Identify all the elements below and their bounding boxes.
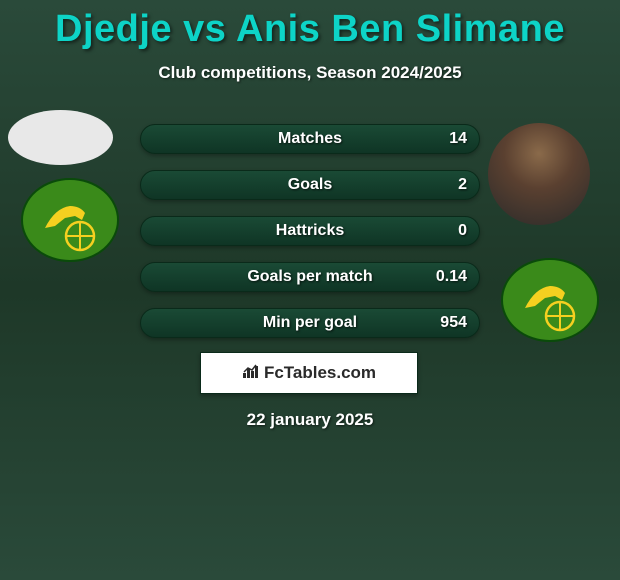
stat-label: Min per goal (263, 314, 357, 332)
stat-row-goals: Goals 2 (140, 170, 480, 200)
stat-value-right: 0.14 (436, 268, 467, 286)
page-title: Djedje vs Anis Ben Slimane (0, 0, 620, 51)
player-left-avatar (8, 110, 113, 165)
site-logo[interactable]: FcTables.com (200, 352, 418, 394)
stat-value-right: 2 (458, 176, 467, 194)
stat-row-goals-per-match: Goals per match 0.14 (140, 262, 480, 292)
site-logo-text: FcTables.com (242, 363, 376, 384)
stat-value-right: 0 (458, 222, 467, 240)
player-left-club-badge (20, 178, 120, 263)
chart-icon (242, 363, 260, 384)
stat-row-min-per-goal: Min per goal 954 (140, 308, 480, 338)
player-right-club-badge (500, 258, 600, 343)
site-logo-label: FcTables.com (264, 363, 376, 383)
player-right-avatar (488, 123, 590, 225)
stats-container: Matches 14 Goals 2 Hattricks 0 Goals per… (140, 124, 480, 354)
stat-label: Hattricks (276, 222, 344, 240)
date-label: 22 january 2025 (247, 410, 374, 430)
stat-label: Goals (288, 176, 332, 194)
stat-value-right: 954 (440, 314, 467, 332)
stat-label: Matches (278, 130, 342, 148)
subtitle: Club competitions, Season 2024/2025 (0, 63, 620, 83)
stat-row-matches: Matches 14 (140, 124, 480, 154)
stat-value-right: 14 (449, 130, 467, 148)
stat-label: Goals per match (247, 268, 372, 286)
stat-row-hattricks: Hattricks 0 (140, 216, 480, 246)
